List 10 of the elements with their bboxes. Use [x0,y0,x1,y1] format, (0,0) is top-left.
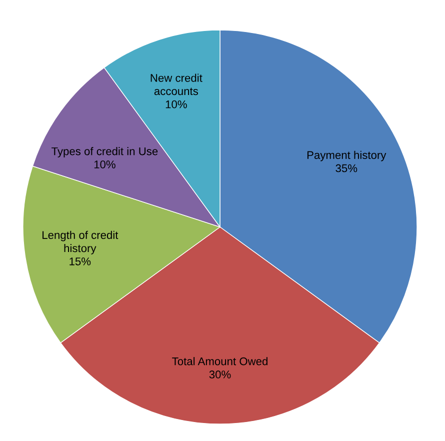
data-label: 30% [209,370,231,378]
slice-label: Types of credit in Use [52,147,158,158]
data-label: 15% [70,258,91,266]
slice-label: Length of credit history [42,230,118,254]
data-label: 10% [94,160,116,168]
slice-label: New credit accounts [150,74,202,96]
slice-label: Payment history [307,150,386,162]
data-label: 35% [336,164,358,172]
slice-label: Total Amount Owed [172,357,268,366]
data-label: 10% [166,100,187,108]
